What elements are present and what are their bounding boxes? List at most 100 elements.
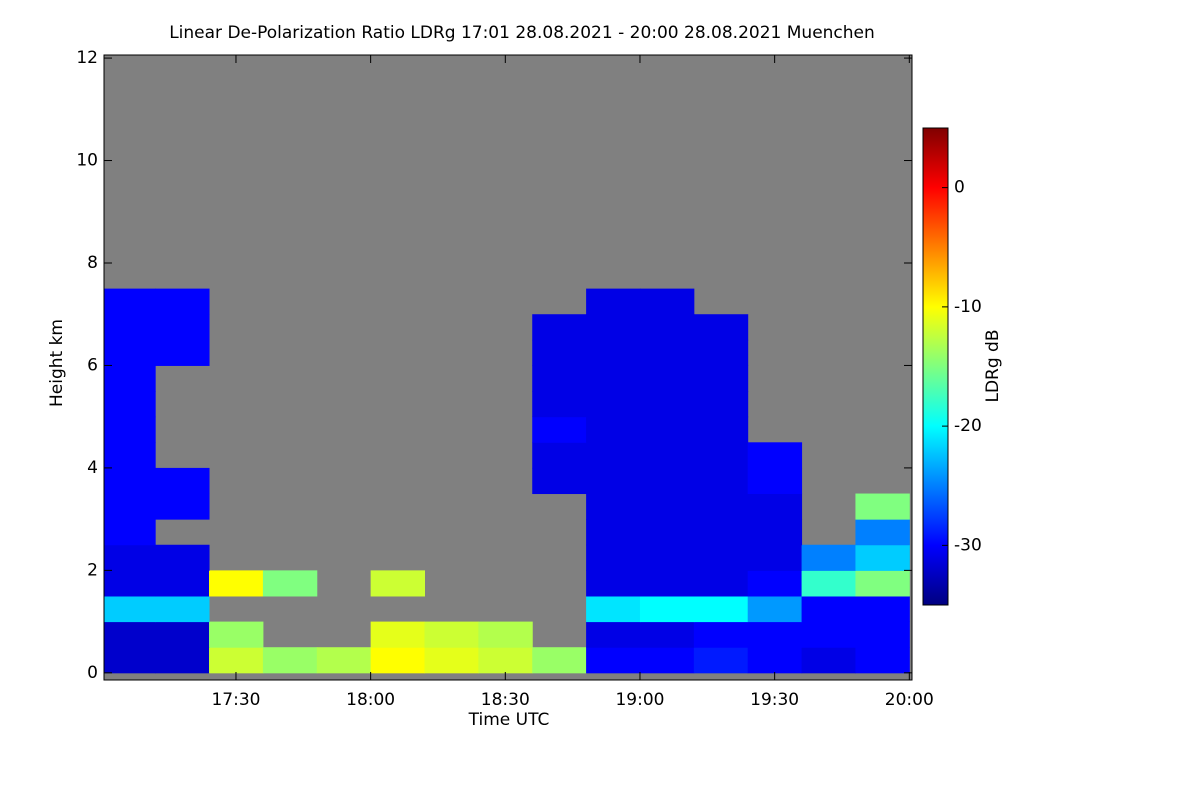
heatmap-cell [855,595,910,623]
colorbar-tick-label: -10 [954,297,982,317]
heatmap-cell [586,314,641,341]
heatmap-cell [155,467,210,495]
heatmap-cell [532,416,587,443]
heatmap-cell [693,595,749,623]
heatmap-cell [855,493,910,520]
heatmap-cell [370,647,426,674]
heatmap-cell [639,314,695,341]
heatmap-cell [104,339,156,366]
heatmap-cell [104,288,156,315]
heatmap-cell [747,621,803,648]
heatmap-cell [104,544,156,571]
heatmap-cell [639,339,695,366]
heatmap-cell [693,339,749,366]
heatmap-cell [586,467,641,495]
heatmap-cell [693,467,749,495]
y-tick-label: 12 [76,48,98,68]
colorbar-tick-label: -20 [954,416,982,436]
heatmap-cell [639,365,695,392]
heatmap-cell [532,365,587,392]
heatmap-cell [639,647,695,674]
heatmap-cell [801,595,856,623]
x-axis-label: Time UTC [468,710,550,730]
heatmap-cell [155,314,210,341]
heatmap-cell [693,314,749,341]
heatmap-cell [586,416,641,443]
plot-frame [103,54,913,681]
heatmap-cell [747,544,803,571]
heatmap-cell [693,570,749,597]
heatmap-cell [639,288,695,315]
heatmap-cell [155,493,210,520]
heatmap-cell [747,442,803,469]
y-axis-label: Height km [47,319,67,407]
heatmap-cell [104,467,156,495]
heatmap-cell [155,570,210,597]
heatmap-cell [532,339,587,366]
heatmap-cell [693,442,749,469]
heatmap-cell [639,442,695,469]
heatmap-cell [532,314,587,341]
heatmap-cell [155,288,210,315]
heatmap-cell [104,493,156,520]
x-tick-label: 18:30 [481,690,530,710]
heatmap-cell [693,647,749,674]
heatmap-cell [104,416,156,443]
heatmap-cell [639,416,695,443]
heatmap-cell [532,647,587,674]
heatmap-cell [316,647,372,674]
colorbar-label: LDRg dB [983,329,1003,402]
heatmap-cell [855,544,910,571]
heatmap-cell [639,519,695,546]
heatmap-cell [693,621,749,648]
heatmap-cell [155,621,210,648]
y-tick-label: 10 [76,151,98,171]
heatmap-cell [639,570,695,597]
chart-title: Linear De-Polarization Ratio LDRg 17:01 … [169,23,875,43]
colorbar-tick-label: 0 [954,178,965,198]
x-tick-label: 19:30 [750,690,799,710]
heatmap-cell [586,544,641,571]
heatmap-cell [747,467,803,495]
heatmap-cell [586,442,641,469]
colorbar-tick-label: -30 [954,535,982,555]
heatmap-cell [586,339,641,366]
heatmap-cell [104,647,156,674]
heatmap-cell [693,416,749,443]
y-tick-label: 4 [87,458,98,478]
heatmap-cell [639,544,695,571]
heatmap-cell [747,647,803,674]
heatmap-cell [801,544,856,571]
heatmap-cell [104,570,156,597]
colorbar [922,127,949,606]
heatmap-cell [155,647,210,674]
heatmap-cell [693,493,749,520]
heatmap-cell [586,621,641,648]
heatmap-cell [855,647,910,674]
heatmap-cell [586,570,641,597]
heatmap-cell [639,621,695,648]
heatmap-cell [855,519,910,546]
heatmap-cell [532,391,587,418]
heatmap-cell [586,391,641,418]
heatmap-cell [693,391,749,418]
heatmap-cell [262,570,318,597]
heatmap-cell [586,365,641,392]
y-tick-label: 0 [87,663,98,683]
heatmap-cell [747,519,803,546]
heatmap-cell [801,621,856,648]
heatmap-cell [209,570,264,597]
heatmap-cell [855,621,910,648]
heatmap-cell [104,391,156,418]
heatmap-cell [370,570,426,597]
heatmap-cell [747,595,803,623]
heatmap-cell [532,467,587,495]
heatmap-cell [693,544,749,571]
x-tick-label: 20:00 [885,690,934,710]
heatmap-cell [104,442,156,469]
heatmap-cell [639,391,695,418]
heatmap-cell [747,570,803,597]
heatmap-cell [801,647,856,674]
heatmap-cell [639,467,695,495]
